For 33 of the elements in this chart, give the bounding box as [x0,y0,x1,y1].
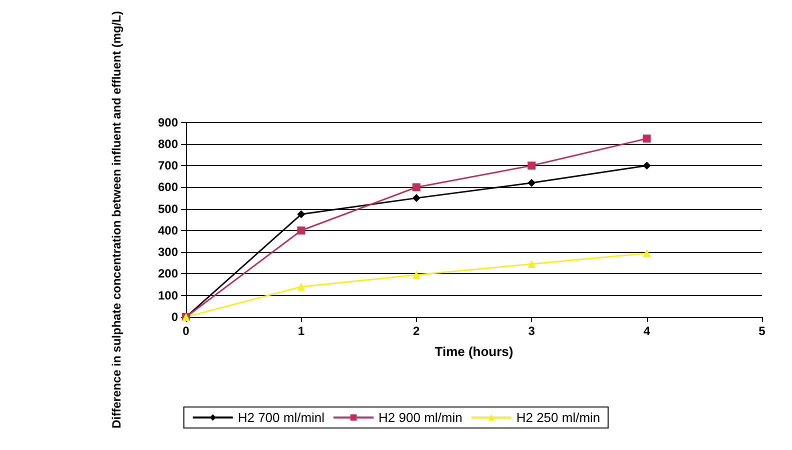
point [297,210,306,218]
legend-label: H2 700 ml/minl [238,410,325,425]
y-tick-label: 800 [158,136,178,151]
point [412,194,420,202]
point [412,270,420,279]
y-tick-label: 400 [158,223,178,238]
y-tick-label: 900 [158,115,178,130]
y-tick-label: 300 [158,245,178,260]
legend-label: H2 250 ml/min [516,410,600,425]
x-tick-label: 5 [758,324,766,338]
x-tick-label: 3 [528,324,536,338]
point [642,134,651,143]
point [528,260,536,268]
y-tick-label: 500 [158,202,178,216]
y-tick-label: 100 [158,288,178,302]
point [642,249,651,258]
point [297,226,306,234]
legend-label: H2 900 ml/min [378,410,462,425]
point [412,183,420,192]
x-tick-label: 4 [643,324,650,338]
y-tick-label: 200 [158,266,178,281]
x-tick-label: 2 [413,324,420,338]
point [528,162,536,170]
point [642,162,651,170]
y-tick-label: 600 [158,180,178,194]
x-axis-title: Time (hours) [434,344,514,359]
y-tick-label: 700 [158,158,178,173]
point [297,282,306,291]
point [528,178,536,187]
x-tick-label: 1 [298,324,305,338]
y-axis-title: Difference in sulphate concentration between influent and effluent (mg/L) [110,10,124,428]
x-tick-label: 0 [182,324,190,338]
y-tick-label: 0 [171,310,178,324]
